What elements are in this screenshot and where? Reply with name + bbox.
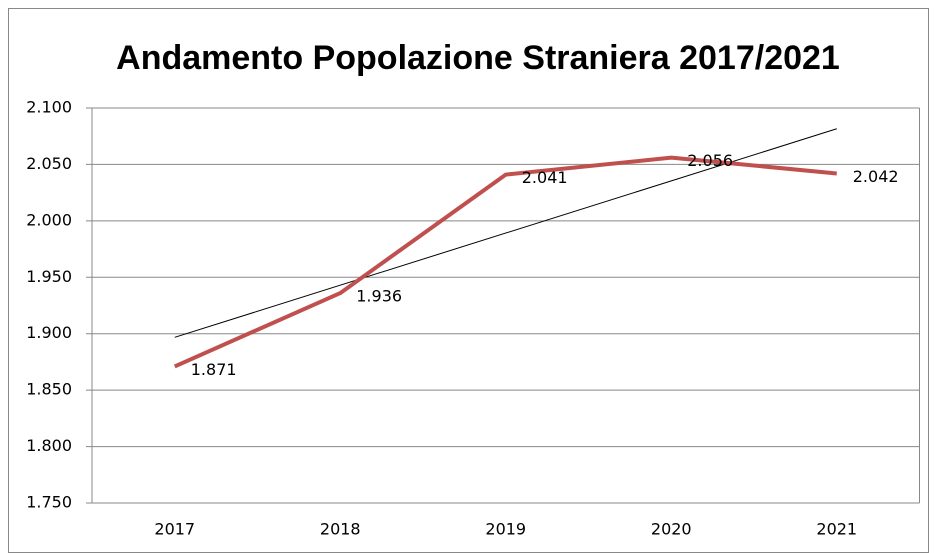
x-tick-label: 2018	[320, 520, 361, 539]
data-label: 1.936	[356, 287, 402, 306]
x-tick-label: 2017	[154, 520, 195, 539]
data-line	[173, 155, 837, 369]
chart-frame	[8, 8, 929, 553]
x-tick-label: 2019	[485, 520, 526, 539]
x-tick-label: 2021	[816, 520, 857, 539]
y-tick-label: 1.950	[26, 267, 72, 286]
y-tick-label: 1.800	[26, 436, 72, 455]
x-tick-label: 2020	[651, 520, 692, 539]
data-label: 2.056	[687, 151, 733, 170]
y-tick-label: 1.850	[26, 380, 72, 399]
y-tick-label: 1.900	[26, 323, 72, 342]
data-label: 1.871	[191, 360, 237, 379]
y-tick-label: 2.100	[26, 98, 72, 117]
y-tick-label: 1.750	[26, 493, 72, 512]
chart-title: Andamento Popolazione Straniera 2017/202…	[116, 39, 840, 77]
y-tick-label: 2.000	[26, 210, 72, 229]
data-label: 2.042	[853, 167, 899, 186]
data-label: 2.041	[522, 168, 568, 187]
y-tick-label: 2.050	[26, 154, 72, 173]
